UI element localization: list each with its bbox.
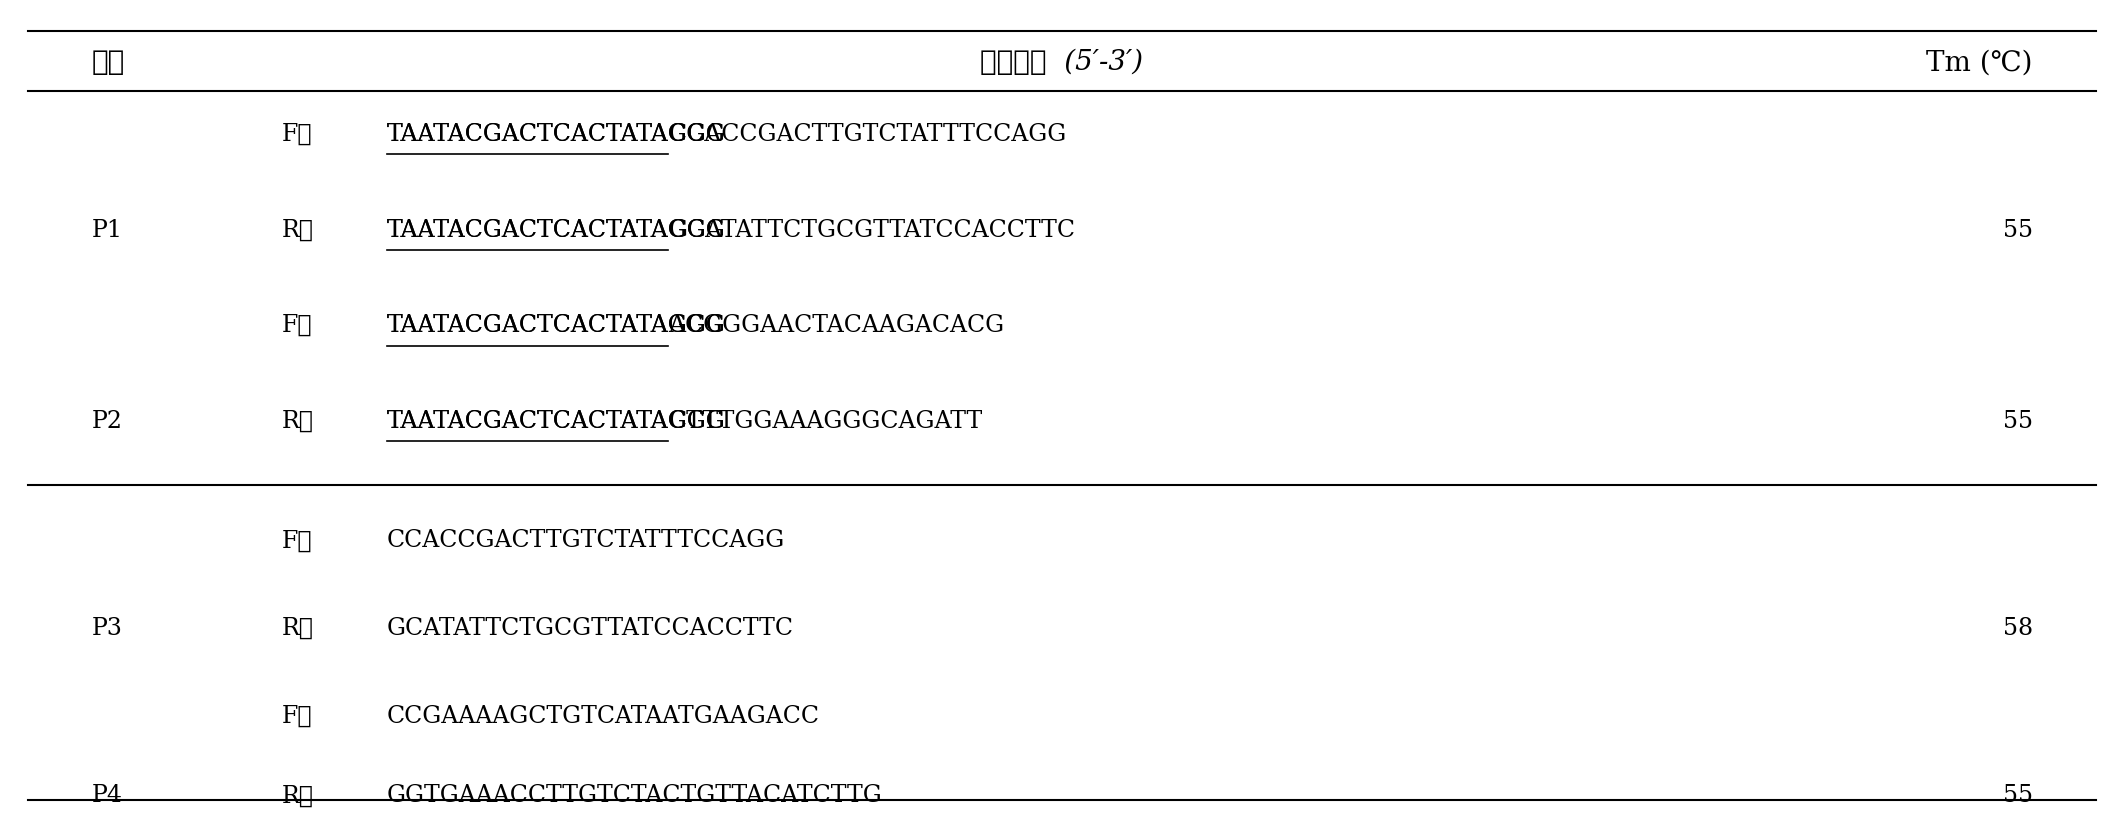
Text: P2: P2 [91,410,123,432]
Text: P1: P1 [91,219,123,242]
Text: TAATACGACTCACTATAGGG: TAATACGACTCACTATAGGG [387,410,726,432]
Text: CTTTGGAAAGGGCAGATT: CTTTGGAAAGGGCAGATT [669,410,983,432]
Text: CCACCGACTTGTCTATTTCCAGG: CCACCGACTTGTCTATTTCCAGG [669,123,1066,146]
Text: R：: R： [280,784,312,807]
Text: TAATACGACTCACTATAGGG: TAATACGACTCACTATAGGG [387,219,726,242]
Text: TAATACGACTCACTATAGGG: TAATACGACTCACTATAGGG [387,219,726,242]
Text: F：: F： [280,314,312,337]
Text: TAATACGACTCACTATAGGG: TAATACGACTCACTATAGGG [387,314,726,337]
Text: R：: R： [280,617,312,640]
Text: 基因: 基因 [91,49,125,76]
Text: Tm (℃): Tm (℃) [1926,49,2033,76]
Text: P4: P4 [91,784,123,807]
Text: F：: F： [280,705,312,728]
Text: GCATATTCTGCGTTATCCACCTTC: GCATATTCTGCGTTATCCACCTTC [669,219,1075,242]
Text: 55: 55 [2003,219,2033,242]
Text: F：: F： [280,123,312,146]
Text: TAATACGACTCACTATAGGG: TAATACGACTCACTATAGGG [387,123,726,146]
Text: R：: R： [280,410,312,432]
Text: TAATACGACTCACTATAGGG: TAATACGACTCACTATAGGG [387,123,726,146]
Text: 55: 55 [2003,410,2033,432]
Text: GGTGAAACCTTGTCTACTGTTACATCTTG: GGTGAAACCTTGTCTACTGTTACATCTTG [387,784,881,807]
Text: TAATACGACTCACTATAGGG: TAATACGACTCACTATAGGG [387,410,726,432]
Text: CCGAAAAGCTGTCATAATGAAGACC: CCGAAAAGCTGTCATAATGAAGACC [387,705,820,728]
Text: 55: 55 [2003,784,2033,807]
Text: P3: P3 [91,617,123,640]
Text: ACGGGAACTACAAGACACG: ACGGGAACTACAAGACACG [669,314,1005,337]
Text: CCACCGACTTGTCTATTTCCAGG: CCACCGACTTGTCTATTTCCAGG [387,530,786,552]
Text: GCATATTCTGCGTTATCCACCTTC: GCATATTCTGCGTTATCCACCTTC [387,617,794,640]
Text: F：: F： [280,530,312,552]
Text: 引物序列  (5′-3′): 引物序列 (5′-3′) [981,49,1143,76]
Text: 58: 58 [2003,617,2033,640]
Text: R：: R： [280,219,312,242]
Text: TAATACGACTCACTATAGGG: TAATACGACTCACTATAGGG [387,314,726,337]
